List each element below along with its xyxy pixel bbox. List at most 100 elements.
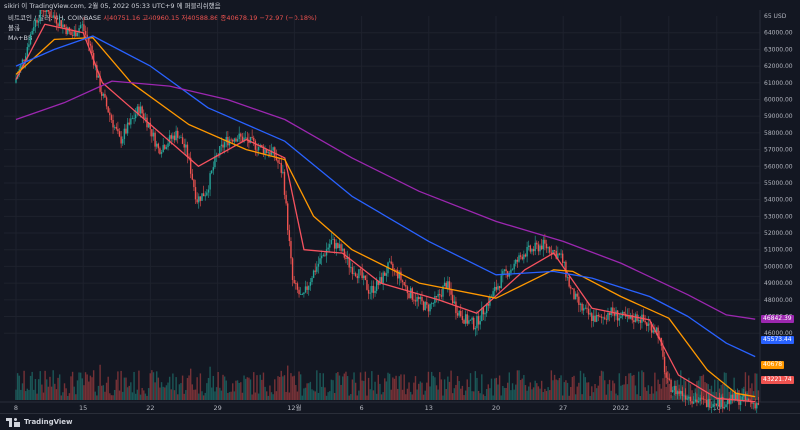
candle-body[interactable]	[670, 379, 672, 393]
candle-body[interactable]	[476, 316, 478, 329]
candle-body[interactable]	[592, 315, 595, 321]
candle-body[interactable]	[329, 244, 331, 248]
candle-body[interactable]	[288, 230, 291, 242]
candle-body[interactable]	[704, 399, 706, 401]
candle-body[interactable]	[189, 157, 192, 174]
candle-body[interactable]	[159, 148, 161, 154]
candle-body[interactable]	[534, 242, 536, 252]
candle-body[interactable]	[346, 257, 349, 259]
candle-body[interactable]	[566, 277, 569, 278]
candle-body[interactable]	[591, 313, 593, 321]
candle-body[interactable]	[597, 314, 599, 317]
candle-body[interactable]	[602, 317, 604, 319]
candle-body[interactable]	[561, 253, 564, 263]
candle-body[interactable]	[29, 34, 32, 45]
candle-body[interactable]	[390, 261, 392, 264]
candle-body[interactable]	[384, 272, 386, 276]
candle-body[interactable]	[199, 196, 202, 201]
candle-body[interactable]	[400, 271, 402, 281]
candle-body[interactable]	[78, 28, 80, 34]
candle-body[interactable]	[468, 320, 470, 324]
price-chart[interactable]: 46000.0047000.0048000.0049000.0050000.00…	[0, 10, 800, 414]
candle-body[interactable]	[73, 30, 75, 36]
candle-body[interactable]	[524, 254, 527, 257]
candle-body[interactable]	[694, 399, 697, 402]
candle-body[interactable]	[34, 19, 37, 28]
candle-body[interactable]	[466, 314, 468, 324]
candle-body[interactable]	[550, 252, 553, 254]
candle-body[interactable]	[702, 398, 705, 400]
candle-body[interactable]	[180, 137, 182, 139]
candle-body[interactable]	[154, 132, 156, 147]
candle-body[interactable]	[47, 10, 50, 12]
candle-body[interactable]	[405, 285, 407, 287]
candle-body[interactable]	[251, 136, 253, 138]
candle-body[interactable]	[91, 45, 93, 53]
candle-body[interactable]	[746, 398, 748, 401]
candle-body[interactable]	[427, 304, 430, 312]
candle-body[interactable]	[568, 277, 570, 287]
candle-body[interactable]	[62, 24, 64, 28]
candle-body[interactable]	[101, 91, 103, 96]
candle-body[interactable]	[616, 310, 619, 321]
candle-body[interactable]	[565, 261, 567, 278]
candle-body[interactable]	[83, 24, 85, 31]
candle-body[interactable]	[84, 30, 87, 35]
candle-body[interactable]	[264, 149, 266, 154]
candle-body[interactable]	[172, 135, 174, 139]
candle-body[interactable]	[130, 118, 132, 125]
candle-body[interactable]	[549, 247, 551, 253]
candle-body[interactable]	[529, 245, 532, 252]
candle-body[interactable]	[96, 65, 98, 78]
candle-body[interactable]	[70, 31, 72, 36]
candle-body[interactable]	[304, 286, 307, 293]
candle-body[interactable]	[409, 288, 412, 299]
candle-body[interactable]	[337, 243, 339, 249]
candle-body[interactable]	[262, 146, 265, 154]
candle-body[interactable]	[314, 270, 316, 272]
candle-body[interactable]	[165, 147, 168, 149]
candle-body[interactable]	[128, 122, 130, 125]
candle-body[interactable]	[109, 112, 111, 116]
candle-body[interactable]	[246, 137, 248, 140]
candle-body[interactable]	[587, 308, 590, 315]
candle-body[interactable]	[272, 147, 274, 151]
candle-body[interactable]	[618, 318, 620, 321]
candle-body[interactable]	[662, 345, 664, 357]
candle-body[interactable]	[574, 293, 577, 300]
candle-body[interactable]	[253, 137, 255, 141]
candle-body[interactable]	[477, 316, 480, 325]
candle-body[interactable]	[257, 147, 260, 151]
candle-body[interactable]	[461, 316, 464, 321]
candle-body[interactable]	[125, 128, 127, 134]
candle-body[interactable]	[282, 171, 284, 173]
candle-body[interactable]	[303, 292, 305, 295]
candle-body[interactable]	[513, 263, 515, 270]
candle-body[interactable]	[185, 144, 187, 148]
candle-body[interactable]	[99, 75, 101, 92]
candle-body[interactable]	[54, 15, 56, 19]
candle-body[interactable]	[671, 390, 674, 393]
candle-body[interactable]	[20, 64, 22, 70]
candle-body[interactable]	[230, 139, 232, 141]
candle-body[interactable]	[41, 10, 43, 11]
candle-body[interactable]	[523, 254, 525, 260]
candle-body[interactable]	[612, 307, 614, 314]
candle-body[interactable]	[424, 301, 426, 310]
candle-body[interactable]	[89, 43, 92, 46]
candle-body[interactable]	[280, 163, 282, 173]
candle-body[interactable]	[406, 286, 409, 294]
candle-body[interactable]	[676, 391, 679, 395]
candle-body[interactable]	[701, 397, 703, 399]
candle-body[interactable]	[147, 122, 150, 128]
candle-body[interactable]	[333, 239, 336, 249]
candle-body[interactable]	[709, 398, 711, 408]
candle-body[interactable]	[354, 273, 357, 277]
candle-body[interactable]	[484, 313, 486, 315]
candle-body[interactable]	[248, 139, 250, 143]
candle-body[interactable]	[49, 11, 51, 17]
candle-body[interactable]	[353, 273, 355, 275]
candle-body[interactable]	[188, 156, 190, 158]
candle-body[interactable]	[492, 291, 494, 297]
candle-body[interactable]	[42, 10, 45, 12]
